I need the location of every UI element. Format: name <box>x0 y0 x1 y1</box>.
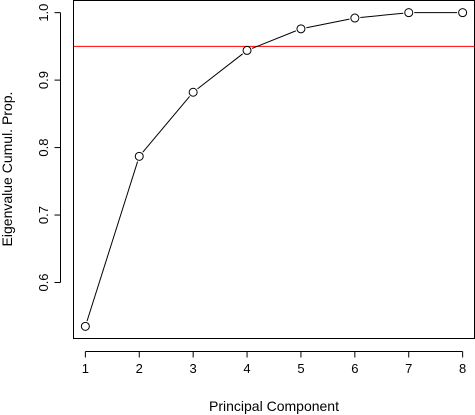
data-point <box>188 87 198 97</box>
x-axis-title: Principal Component <box>209 398 339 414</box>
y-tick-label: 1.0 <box>36 4 51 22</box>
data-point <box>350 13 360 23</box>
data-point <box>134 151 144 161</box>
x-axis: 1 2 3 4 5 6 7 8 <box>82 351 466 376</box>
x-tick-label: 4 <box>243 361 250 376</box>
data-point <box>404 8 414 18</box>
data-point <box>296 24 306 34</box>
y-tick-label: 0.6 <box>36 273 51 291</box>
series-points-layer <box>80 8 468 331</box>
y-tick-label: 0.8 <box>36 139 51 157</box>
x-tick-label: 6 <box>351 361 358 376</box>
x-tick-label: 2 <box>136 361 143 376</box>
series-segment <box>86 161 139 322</box>
y-axis-title: Eigenvalue Cumul. Prop. <box>0 92 15 247</box>
data-point <box>242 45 252 55</box>
series-segment <box>142 96 190 153</box>
data-point <box>80 321 90 331</box>
series-segment <box>197 53 244 90</box>
y-axis: 0.6 0.7 0.8 0.9 1.0 <box>36 4 61 292</box>
x-tick-label: 3 <box>190 361 197 376</box>
series-segment <box>251 30 297 49</box>
series-line-layer <box>86 12 458 322</box>
x-tick-label: 7 <box>405 361 412 376</box>
y-tick-label: 0.7 <box>36 206 51 224</box>
series-segment <box>306 18 350 29</box>
series-segment <box>360 12 404 18</box>
x-tick-label: 8 <box>459 361 466 376</box>
x-tick-label: 1 <box>82 361 89 376</box>
x-tick-label: 5 <box>297 361 304 376</box>
plot-frame <box>73 0 475 339</box>
data-point <box>458 8 468 18</box>
y-tick-label: 0.9 <box>36 71 51 89</box>
